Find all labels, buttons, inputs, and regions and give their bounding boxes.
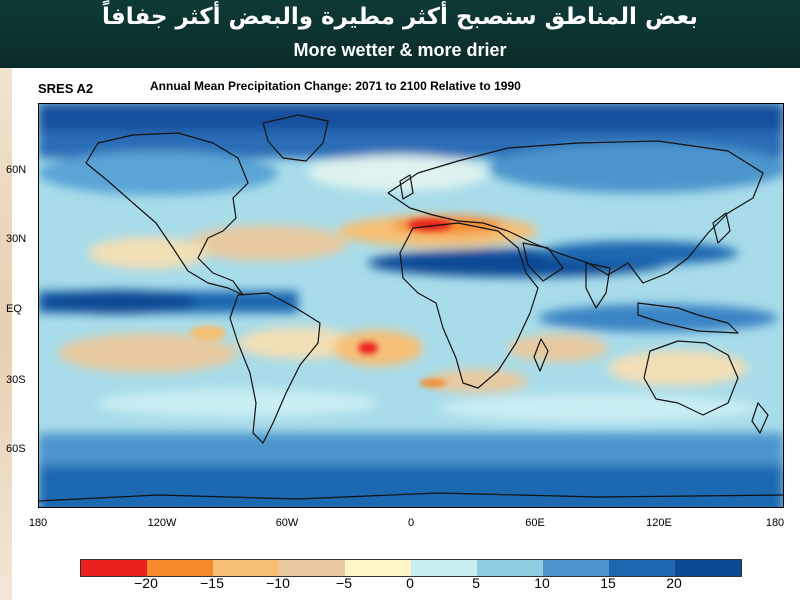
colorbar-swatch-9 bbox=[675, 560, 741, 576]
colorbar-swatch-6 bbox=[477, 560, 543, 576]
x-tick-180e: 180 bbox=[765, 517, 785, 529]
colorbar-label-5: 5 bbox=[472, 575, 480, 591]
map-title: Annual Mean Precipitation Change: 2071 t… bbox=[150, 79, 521, 93]
arabia-coast bbox=[522, 242, 564, 282]
slide-header: بعض المناطق ستصبح أكثر مطيرة والبعض أكثر… bbox=[0, 0, 800, 68]
y-tick-eq: EQ bbox=[6, 303, 22, 315]
x-tick-0: 0 bbox=[407, 517, 415, 529]
india-coast bbox=[585, 262, 611, 309]
new-zealand-coast bbox=[751, 402, 769, 434]
colorbar-label-20: 20 bbox=[666, 575, 682, 591]
colorbar-swatch-2 bbox=[213, 560, 279, 576]
colorbar-label-10: 10 bbox=[534, 575, 550, 591]
australia-coast bbox=[643, 340, 739, 416]
decorative-strip bbox=[0, 68, 12, 600]
x-tick-60w: 60W bbox=[275, 517, 299, 529]
south-pacific-dry bbox=[58, 333, 238, 373]
colorbar-label-minus-20: −20 bbox=[134, 575, 158, 591]
eurasia-coast bbox=[387, 140, 764, 284]
colorbar-swatch-8 bbox=[609, 560, 675, 576]
colorbar-label-15: 15 bbox=[600, 575, 616, 591]
colorbar-label-0: 0 bbox=[406, 575, 414, 591]
colorbar-swatch-7 bbox=[543, 560, 609, 576]
south-america-coast bbox=[229, 292, 321, 444]
colorbar-label-minus-10: −10 bbox=[266, 575, 290, 591]
africa-coast bbox=[399, 222, 539, 389]
y-tick-60s: 60S bbox=[6, 443, 26, 455]
maritime-continent-coast bbox=[637, 302, 739, 334]
slide-body: SRES A2 Annual Mean Precipitation Change… bbox=[0, 68, 800, 600]
japan-coast bbox=[712, 212, 731, 244]
arabic-title: بعض المناطق ستصبح أكثر مطيرة والبعض أكثر… bbox=[102, 4, 698, 30]
colorbar-swatch-1 bbox=[147, 560, 213, 576]
colorbar-label-minus-5: −5 bbox=[336, 575, 352, 591]
antarctica-coast bbox=[38, 492, 784, 502]
y-tick-30s: 30S bbox=[6, 374, 26, 386]
y-tick-30n: 30N bbox=[6, 233, 27, 245]
madagascar-coast bbox=[533, 338, 549, 372]
north-atlantic-dry bbox=[188, 225, 348, 261]
colorbar-label-minus-15: −15 bbox=[200, 575, 224, 591]
scenario-label: SRES A2 bbox=[38, 81, 94, 96]
colorbar-swatch-5 bbox=[411, 560, 477, 576]
colorbar-swatch-0 bbox=[81, 560, 147, 576]
english-title: More wetter & more drier bbox=[293, 40, 507, 60]
precipitation-colorbar bbox=[80, 559, 742, 577]
british-isles-coast bbox=[399, 174, 414, 200]
precipitation-map bbox=[38, 103, 784, 508]
greenland-coast bbox=[262, 114, 329, 162]
colorbar-swatch-3 bbox=[279, 560, 345, 576]
y-tick-60n: 60N bbox=[6, 164, 27, 176]
north-america-coast bbox=[85, 132, 249, 296]
x-tick-120e: 120E bbox=[646, 517, 672, 529]
colorbar-swatch-4 bbox=[345, 560, 411, 576]
x-tick-120w: 120W bbox=[147, 517, 177, 529]
x-tick-180w: 180 bbox=[28, 517, 48, 529]
x-tick-60e: 60E bbox=[525, 517, 545, 529]
coastlines bbox=[38, 114, 784, 502]
